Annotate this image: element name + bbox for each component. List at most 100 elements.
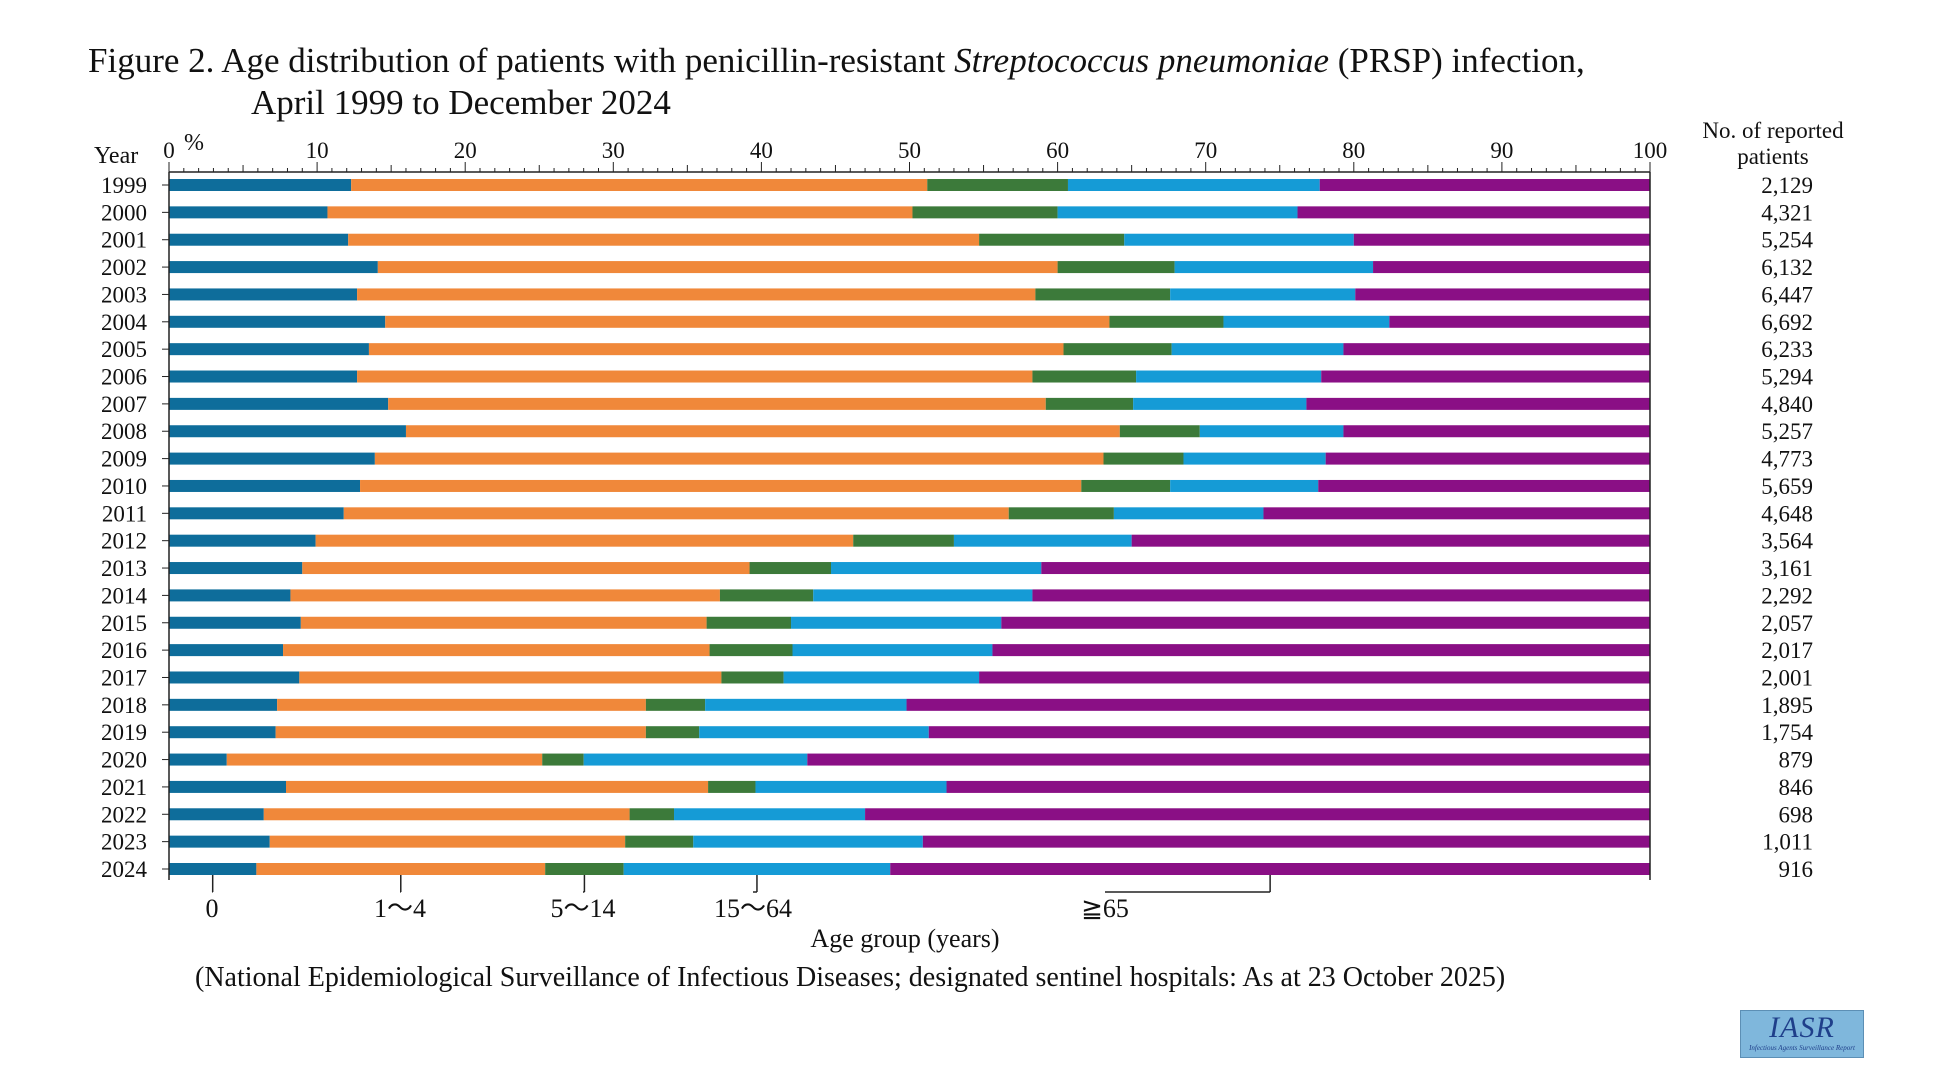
year-label: 2015 [101, 611, 147, 636]
bar-segment [1103, 452, 1184, 465]
logo-subtext: Infectious Agents Surveillance Report [1749, 1044, 1855, 1052]
bar-segment [290, 589, 720, 602]
bar-segment [721, 671, 784, 684]
bar-segment [1263, 507, 1650, 520]
bar-segment [169, 370, 358, 383]
bar-segment [693, 835, 923, 848]
bar-segment [169, 589, 291, 602]
bar-segment [1306, 397, 1650, 410]
bar-segment [169, 616, 301, 629]
bar-segment [405, 425, 1120, 438]
year-label: 2021 [101, 775, 147, 800]
year-label: 2012 [101, 529, 147, 554]
patient-count: 2,129 [1761, 173, 1813, 198]
bar-segment [719, 589, 814, 602]
year-label: 2003 [101, 282, 147, 307]
bars-group [169, 179, 1650, 875]
bar-segment [1353, 233, 1650, 246]
bar-segment [623, 863, 891, 875]
patient-count: 6,132 [1761, 255, 1813, 280]
year-label: 1999 [101, 173, 147, 198]
x-tick-label: 0 [163, 138, 175, 163]
bar-segment [1124, 233, 1354, 246]
patient-count: 5,254 [1761, 228, 1813, 253]
bar-segment [542, 753, 584, 766]
bar-segment [583, 753, 808, 766]
patient-count: 846 [1779, 775, 1814, 800]
bar-segment [946, 780, 1650, 793]
x-tick-label: 100 [1633, 138, 1668, 163]
patient-count: 1,011 [1762, 830, 1813, 855]
bar-segment [699, 726, 929, 739]
bar-segment [709, 644, 793, 657]
bar-segment [783, 671, 980, 684]
patient-count: 2,292 [1761, 583, 1813, 608]
bar-segment [299, 671, 722, 684]
year-label: 2019 [101, 720, 147, 745]
bar-segment [374, 452, 1104, 465]
bar-segment [927, 179, 1068, 191]
patient-count: 2,057 [1761, 611, 1813, 636]
patient-count: 4,321 [1761, 200, 1813, 225]
bar-segment [1297, 206, 1650, 219]
bar-segment [1321, 370, 1650, 383]
bar-segment [357, 370, 1033, 383]
x-tick-label: 30 [602, 138, 625, 163]
bar-segment [807, 753, 1650, 766]
bar-segment [1199, 425, 1344, 438]
percent-unit-label: % [184, 130, 204, 156]
patient-count: 916 [1779, 857, 1814, 882]
year-label: 2009 [101, 447, 147, 472]
bar-segment [906, 698, 1650, 711]
year-label: 2006 [101, 365, 147, 390]
bar-segment [256, 863, 546, 875]
year-label: 2023 [101, 830, 147, 855]
bar-segment [1325, 452, 1650, 465]
bar-segment [755, 780, 947, 793]
bar-segment [1136, 370, 1322, 383]
patient-count: 5,294 [1761, 365, 1813, 390]
year-label: 2001 [101, 228, 147, 253]
figure-title: Figure 2. Age distribution of patients w… [88, 41, 1585, 80]
x-tick-label: 10 [306, 138, 329, 163]
legend-label: ≧65 [1081, 894, 1129, 923]
patient-count: 3,161 [1761, 556, 1813, 581]
bar-segment [706, 616, 792, 629]
bar-segment [343, 507, 1009, 520]
year-label: 2017 [101, 665, 147, 690]
bar-segment [645, 698, 706, 711]
bar-segment [1001, 616, 1650, 629]
bar-segment [169, 808, 264, 821]
bar-segment [169, 343, 369, 356]
legend-label: 15～64 [714, 894, 792, 923]
x-tick-label: 90 [1490, 138, 1513, 163]
bar-segment [277, 698, 646, 711]
bar-segment [625, 835, 694, 848]
bar-segment [912, 206, 1058, 219]
x-axis-ticks: 0 10 20 30 40 50 60 70 80 90 100 [163, 138, 1667, 172]
bar-segment [357, 288, 1036, 301]
patient-count: 1,754 [1761, 720, 1813, 745]
bar-segment [275, 726, 646, 739]
patient-count: 879 [1779, 748, 1814, 773]
bar-segment [169, 863, 257, 875]
x-tick-label: 40 [750, 138, 773, 163]
bar-segment [385, 315, 1110, 328]
bar-segment [1223, 315, 1390, 328]
bar-segment [1032, 370, 1137, 383]
year-label: 2005 [101, 337, 147, 362]
patient-count: 6,233 [1761, 337, 1813, 362]
legend: 0 1～4 5～14 15～64 ≧65 [206, 875, 1271, 923]
bar-segment [169, 753, 227, 766]
bar-segment [1319, 179, 1650, 191]
legend-title: Age group (years) [810, 924, 999, 953]
patient-count: 4,773 [1761, 447, 1813, 472]
bar-segment [169, 233, 349, 246]
bar-segment [269, 835, 626, 848]
year-label: 2004 [101, 310, 148, 335]
x-tick-label: 50 [898, 138, 921, 163]
year-label: 2013 [101, 556, 147, 581]
year-label: 2002 [101, 255, 147, 280]
patient-count: 3,564 [1761, 529, 1813, 554]
